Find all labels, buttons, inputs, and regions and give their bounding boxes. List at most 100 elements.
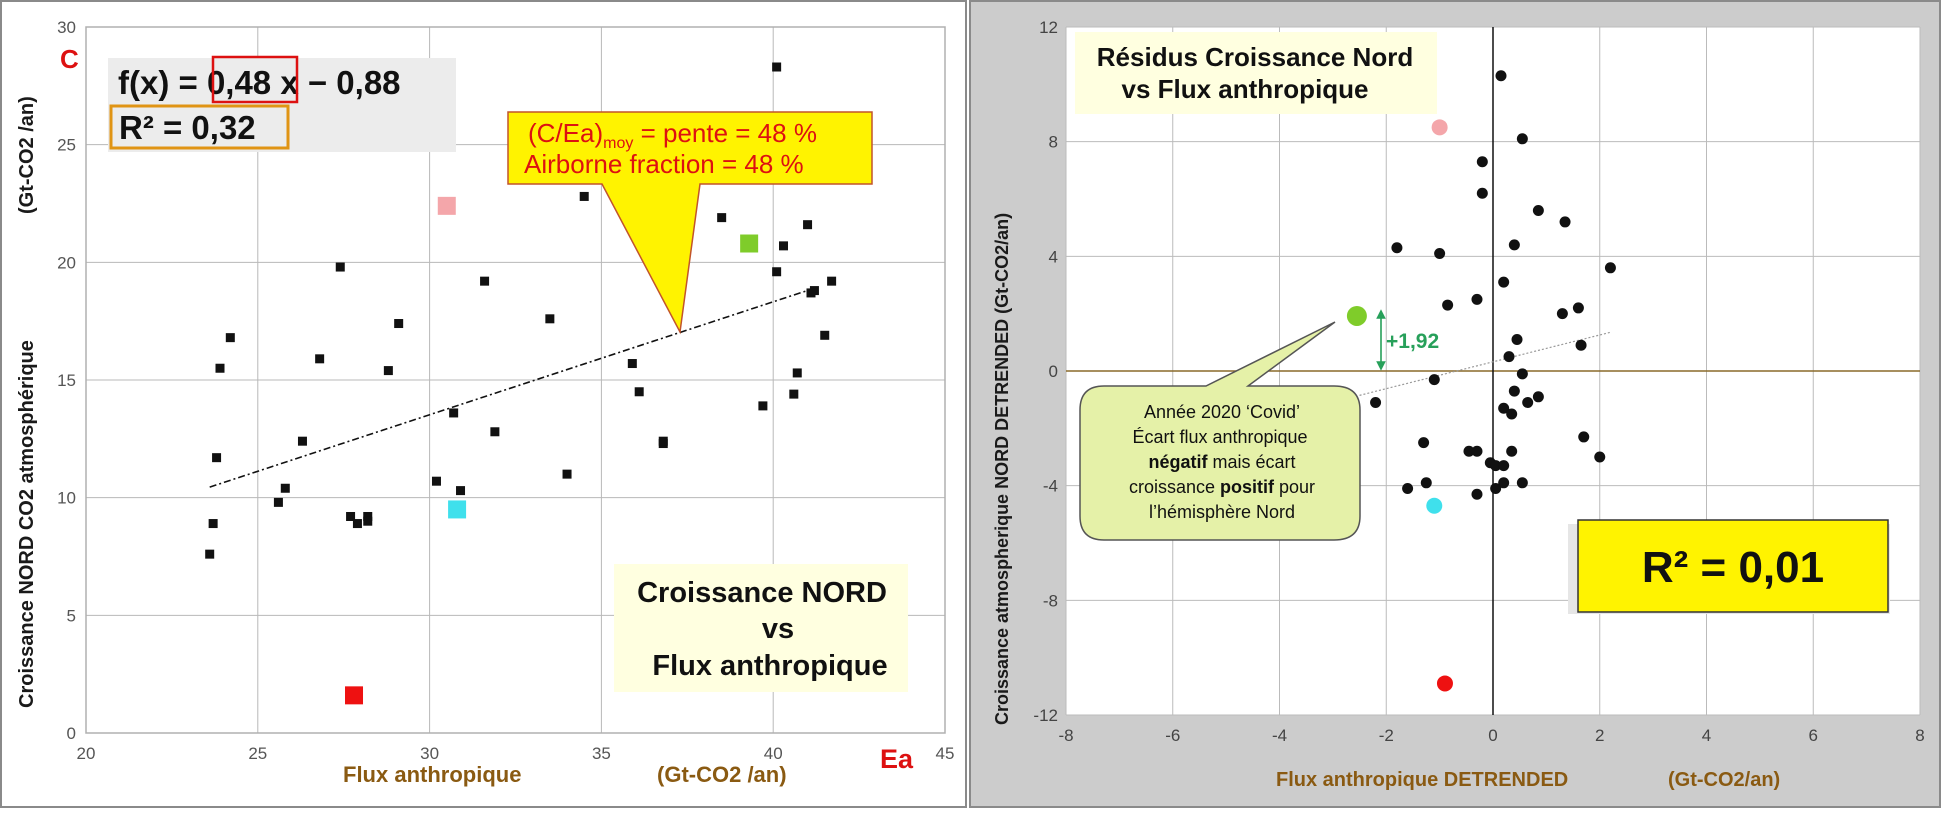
left-data-point	[627, 359, 637, 369]
right-data-point	[1522, 397, 1534, 409]
right-data-point	[1604, 262, 1616, 274]
right-data-point	[1391, 242, 1403, 254]
left-data-point	[280, 483, 290, 493]
right-data-point	[1471, 488, 1483, 500]
right-data-point	[1578, 431, 1590, 443]
left-data-point	[273, 497, 283, 507]
right-highlight-point	[1431, 119, 1448, 136]
regression-equation-box: f(x) = 0,48 x − 0,88 R² = 0,32	[108, 55, 456, 152]
right-data-point	[1498, 276, 1510, 288]
right-data-point	[1490, 483, 1502, 495]
right-data-point	[1572, 302, 1584, 314]
left-x-tick-label: 35	[592, 744, 611, 763]
left-highlight-point	[448, 500, 467, 519]
slope-highlight-box	[211, 55, 299, 104]
left-data-point	[658, 436, 668, 446]
left-y-tick-label: 10	[57, 489, 76, 508]
right-highlight-point	[1436, 675, 1453, 692]
left-x-tick-label: 30	[420, 744, 439, 763]
left-y-tick-label: 0	[67, 724, 76, 743]
left-title-line-3: Flux anthropique	[652, 650, 887, 682]
left-x-axis-label: Flux anthropique	[343, 762, 521, 787]
left-data-point	[208, 519, 218, 529]
right-data-point	[1556, 308, 1568, 320]
airborne-fraction-callout: (C/Ea)moy = pente = 48 % Airborne fracti…	[507, 111, 873, 335]
left-data-point	[297, 436, 307, 446]
left-r2-value: R² = 0,32	[119, 109, 256, 146]
right-x-tick-label: 6	[1809, 726, 1818, 745]
left-highlight-point	[345, 686, 364, 705]
right-data-point	[1476, 156, 1488, 168]
left-tick-labels: 20 25 30 35 40 45 0 5 10 15 20 25 30	[57, 18, 954, 763]
right-data-point	[1370, 397, 1382, 409]
right-title-line-1: Résidus Croissance Nord	[1097, 42, 1413, 72]
left-data-point	[792, 368, 802, 378]
right-data-point	[1498, 460, 1510, 472]
left-highlight-point	[437, 196, 456, 215]
left-data-point	[758, 401, 768, 411]
right-highlight-point	[1346, 305, 1367, 326]
left-data-point	[212, 453, 222, 463]
left-trendline	[209, 287, 815, 488]
bubble-line-2: Écart flux anthropique	[1132, 427, 1307, 447]
left-data-point	[449, 408, 459, 418]
right-data-point	[1498, 402, 1510, 414]
bubble-shape	[1079, 321, 1361, 541]
right-title-line-2: vs Flux anthropique	[1121, 74, 1368, 104]
right-x-tick-label: 2	[1595, 726, 1604, 745]
left-r2-box	[109, 104, 290, 150]
right-data-point	[1559, 216, 1571, 228]
right-x-tick-label: 0	[1488, 726, 1497, 745]
right-data-point	[1490, 460, 1502, 472]
right-y-tick-label: -4	[1043, 477, 1058, 496]
left-x-tick-label: 40	[764, 744, 783, 763]
left-data-points	[205, 62, 837, 559]
right-y-tick-label: -8	[1043, 591, 1058, 610]
left-title-line-2: vs	[762, 613, 794, 645]
right-data-point	[1471, 293, 1483, 305]
right-data-point	[1516, 133, 1528, 145]
left-data-point	[579, 191, 589, 201]
right-x-tick-label: 4	[1702, 726, 1711, 745]
right-data-point	[1418, 437, 1430, 449]
left-highlight-points	[345, 196, 759, 705]
right-data-point	[1402, 483, 1414, 495]
right-y-tick-label: 8	[1049, 133, 1058, 152]
left-data-point	[803, 220, 813, 230]
left-y-tick-label: 5	[67, 606, 76, 625]
right-y-tick-label: 4	[1049, 247, 1058, 266]
left-y-tick-label: 20	[57, 253, 76, 272]
right-data-point	[1428, 374, 1440, 386]
right-data-point	[1516, 477, 1528, 489]
left-y-tick-label: 30	[57, 18, 76, 37]
right-x-tick-label: -6	[1165, 726, 1180, 745]
right-data-point	[1506, 445, 1518, 457]
right-data-point	[1508, 239, 1520, 251]
left-data-point	[383, 366, 393, 376]
right-data-point	[1511, 333, 1523, 345]
right-data-point	[1503, 351, 1515, 363]
left-x-tick-label: 25	[248, 744, 267, 763]
right-y-tick-label: -12	[1033, 706, 1058, 725]
left-y-axis-label: Croissance NORD CO2 atmosphérique	[16, 340, 38, 708]
covid-deviation-value: +1,92	[1386, 330, 1439, 353]
bubble-line-4: croissance positif pour	[1129, 477, 1315, 497]
left-data-point	[827, 276, 837, 286]
left-title-box: Croissance NORD vs Flux anthropique	[614, 564, 908, 692]
right-data-point	[1420, 477, 1432, 489]
left-title-line-1: Croissance NORD	[637, 577, 887, 609]
left-data-point	[562, 469, 572, 479]
left-data-point	[820, 330, 830, 340]
left-data-point	[215, 363, 225, 373]
right-data-point	[1463, 445, 1475, 457]
right-title-background	[1075, 32, 1437, 114]
right-trendline	[1359, 331, 1611, 396]
right-data-point	[1594, 451, 1606, 463]
left-data-point	[315, 354, 325, 364]
right-x-axis-label: Flux anthropique DETRENDED	[1276, 769, 1568, 791]
regression-equation: f(x) = 0,48 x − 0,88	[118, 64, 401, 101]
right-data-point	[1532, 204, 1544, 216]
left-data-point	[480, 276, 490, 286]
